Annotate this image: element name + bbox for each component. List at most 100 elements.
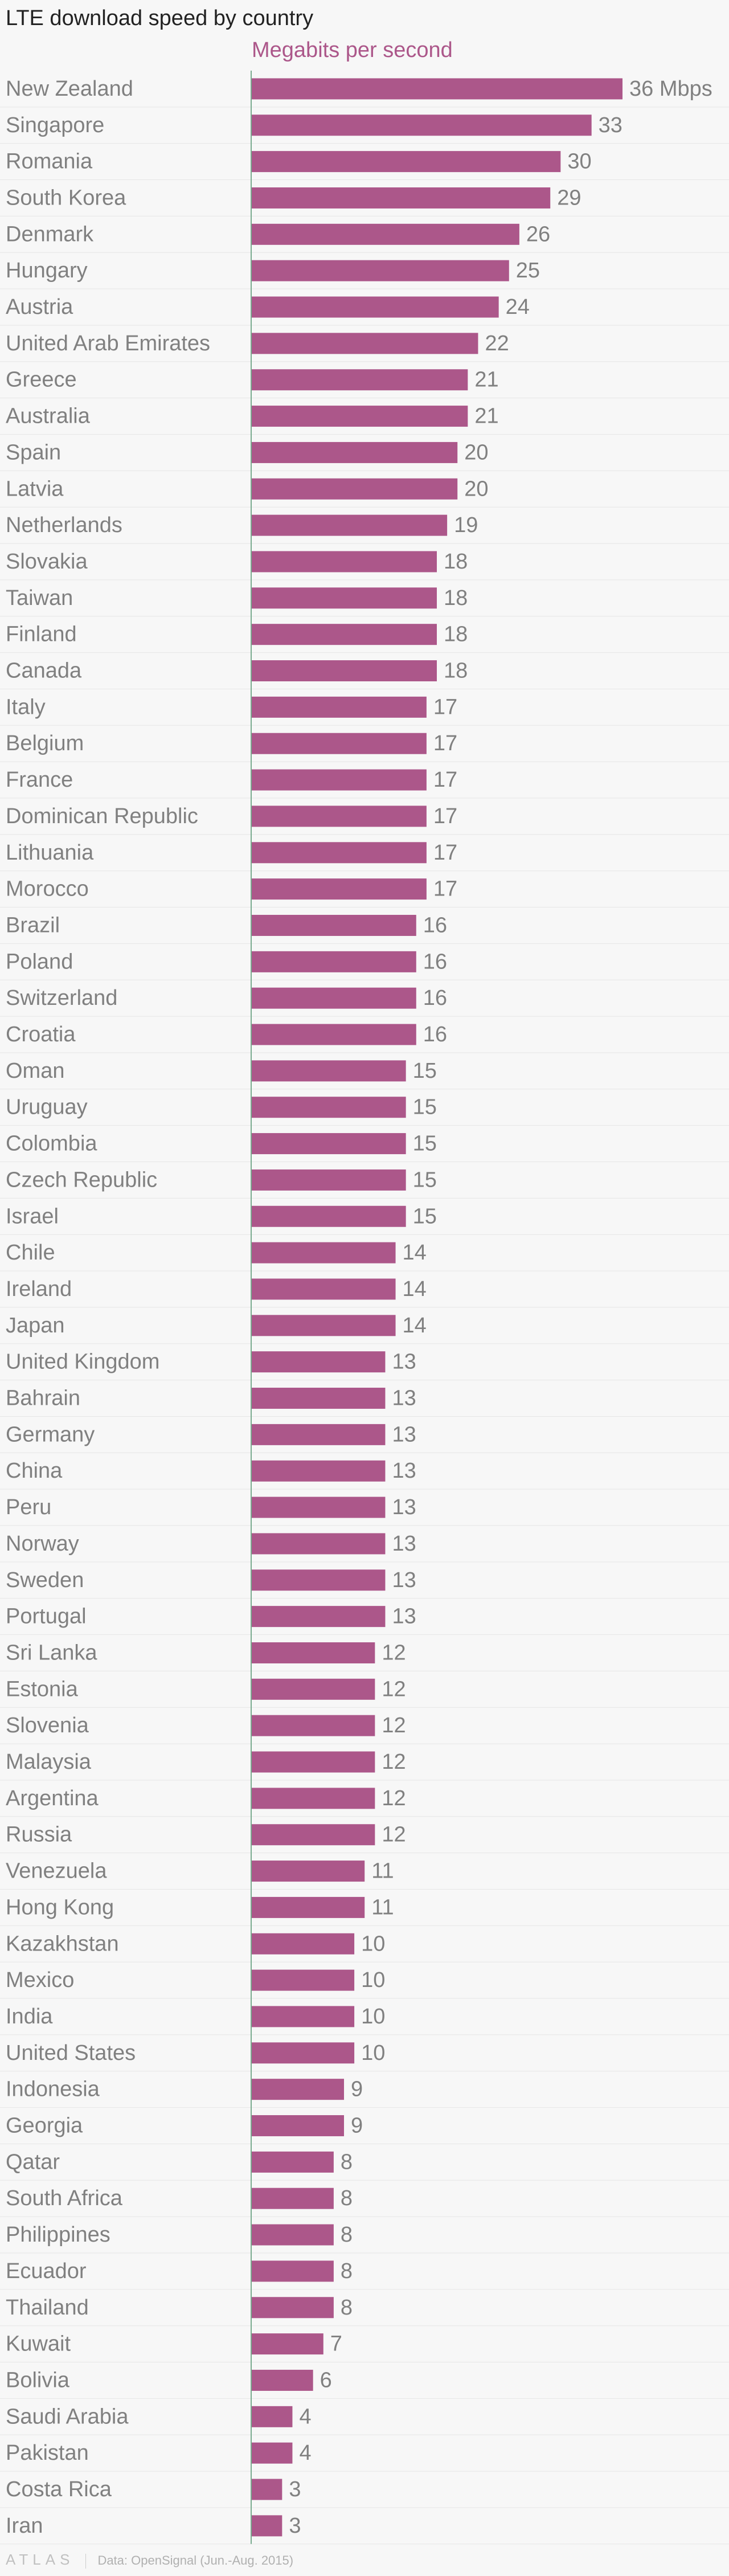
value-label: 13 bbox=[392, 1605, 416, 1629]
category-label: Portugal bbox=[6, 1605, 87, 1629]
category-label: Ireland bbox=[6, 1277, 72, 1301]
source-note: Data: OpenSignal (Jun.-Aug. 2015) bbox=[97, 2553, 294, 2567]
bar bbox=[251, 223, 519, 245]
value-label: 13 bbox=[392, 1422, 416, 1446]
bar bbox=[251, 1533, 386, 1555]
category-label: Peru bbox=[6, 1495, 51, 1519]
category-label: South Africa bbox=[6, 2186, 123, 2210]
value-label: 10 bbox=[361, 2005, 385, 2029]
footer-divider bbox=[85, 2554, 87, 2569]
value-label: 36 Mbps bbox=[629, 77, 712, 101]
category-label: China bbox=[6, 1459, 63, 1483]
bar bbox=[251, 1205, 406, 1227]
value-label: 18 bbox=[444, 586, 468, 610]
bar bbox=[251, 296, 499, 318]
value-labels: 36 Mbps333029262524222121202019181818181… bbox=[289, 77, 712, 2538]
value-label: 12 bbox=[382, 1641, 406, 1665]
bar bbox=[251, 441, 458, 463]
category-label: Kazakhstan bbox=[6, 1932, 119, 1956]
bar bbox=[251, 1788, 375, 1809]
value-label: 17 bbox=[433, 877, 457, 901]
bar bbox=[251, 1133, 406, 1155]
category-label: Uruguay bbox=[6, 1095, 88, 1119]
bar bbox=[251, 842, 427, 864]
category-label: Australia bbox=[6, 404, 91, 428]
value-label: 30 bbox=[567, 150, 591, 174]
value-label: 7 bbox=[330, 2332, 342, 2356]
bar bbox=[251, 1933, 355, 1955]
value-label: 14 bbox=[403, 1314, 427, 1338]
category-label: Oman bbox=[6, 1059, 64, 1083]
category-label: Mexico bbox=[6, 1968, 74, 1992]
category-label: France bbox=[6, 768, 73, 792]
bar bbox=[251, 2369, 313, 2391]
bar bbox=[251, 733, 427, 754]
category-label: Bahrain bbox=[6, 1387, 80, 1410]
value-label: 8 bbox=[341, 2296, 353, 2320]
bar bbox=[251, 624, 437, 645]
value-label: 13 bbox=[392, 1568, 416, 1592]
category-label: Ecuador bbox=[6, 2259, 87, 2283]
category-label: Saudi Arabia bbox=[6, 2405, 129, 2428]
footer: ATLAS Data: OpenSignal (Jun.-Aug. 2015) bbox=[6, 2551, 293, 2569]
value-label: 10 bbox=[361, 1968, 385, 1992]
value-label: 16 bbox=[423, 950, 447, 974]
category-label: South Korea bbox=[6, 186, 126, 210]
category-label: Japan bbox=[6, 1314, 65, 1338]
category-label: Sri Lanka bbox=[6, 1641, 97, 1665]
bar bbox=[251, 333, 478, 354]
bar bbox=[251, 1315, 396, 1336]
value-label: 21 bbox=[474, 404, 498, 428]
category-label: Latvia bbox=[6, 477, 64, 501]
category-label: Croatia bbox=[6, 1023, 76, 1046]
category-label: Italy bbox=[6, 695, 46, 719]
category-label: Poland bbox=[6, 950, 73, 974]
bar bbox=[251, 2006, 355, 2027]
bar bbox=[251, 1278, 396, 1300]
value-label: 13 bbox=[392, 1495, 416, 1519]
category-label: Colombia bbox=[6, 1132, 97, 1156]
bar bbox=[251, 2187, 334, 2209]
bar bbox=[251, 187, 551, 208]
value-label: 8 bbox=[341, 2223, 353, 2247]
bar bbox=[251, 1678, 375, 1700]
bar bbox=[251, 2042, 355, 2064]
value-label: 25 bbox=[516, 259, 540, 283]
category-label: Spain bbox=[6, 440, 61, 464]
bar bbox=[251, 1642, 375, 1663]
value-label: 17 bbox=[433, 695, 457, 719]
category-label: Slovenia bbox=[6, 1714, 89, 1737]
category-label: Qatar bbox=[6, 2150, 60, 2174]
category-label: Malaysia bbox=[6, 1750, 92, 1774]
value-label: 24 bbox=[506, 295, 530, 319]
bar bbox=[251, 2479, 282, 2500]
bar bbox=[251, 1969, 355, 1991]
value-label: 15 bbox=[413, 1132, 437, 1156]
value-label: 9 bbox=[351, 2114, 363, 2138]
value-label: 15 bbox=[413, 1168, 437, 1192]
bar bbox=[251, 2515, 282, 2537]
category-labels: New Zealand Singapore Romania South Korea De… bbox=[6, 77, 210, 2538]
category-label: Philippines bbox=[6, 2223, 110, 2247]
bar bbox=[251, 2260, 334, 2282]
bar bbox=[251, 2079, 344, 2100]
value-label: 16 bbox=[423, 986, 447, 1010]
bar bbox=[251, 406, 468, 427]
bar bbox=[251, 1496, 386, 1518]
bar bbox=[251, 951, 416, 972]
value-label: 17 bbox=[433, 768, 457, 792]
category-label: Hong Kong bbox=[6, 1895, 114, 1919]
bar bbox=[251, 1388, 386, 1409]
value-label: 15 bbox=[413, 1095, 437, 1119]
bar bbox=[251, 696, 427, 718]
category-label: Georgia bbox=[6, 2114, 83, 2138]
category-label: Bolivia bbox=[6, 2368, 70, 2392]
bar bbox=[251, 1751, 375, 1773]
category-label: Morocco bbox=[6, 877, 89, 901]
value-label: 6 bbox=[320, 2368, 332, 2392]
value-label: 22 bbox=[485, 332, 509, 355]
category-label: Pakistan bbox=[6, 2441, 89, 2465]
bar bbox=[251, 1351, 386, 1373]
category-label: Germany bbox=[6, 1422, 95, 1446]
